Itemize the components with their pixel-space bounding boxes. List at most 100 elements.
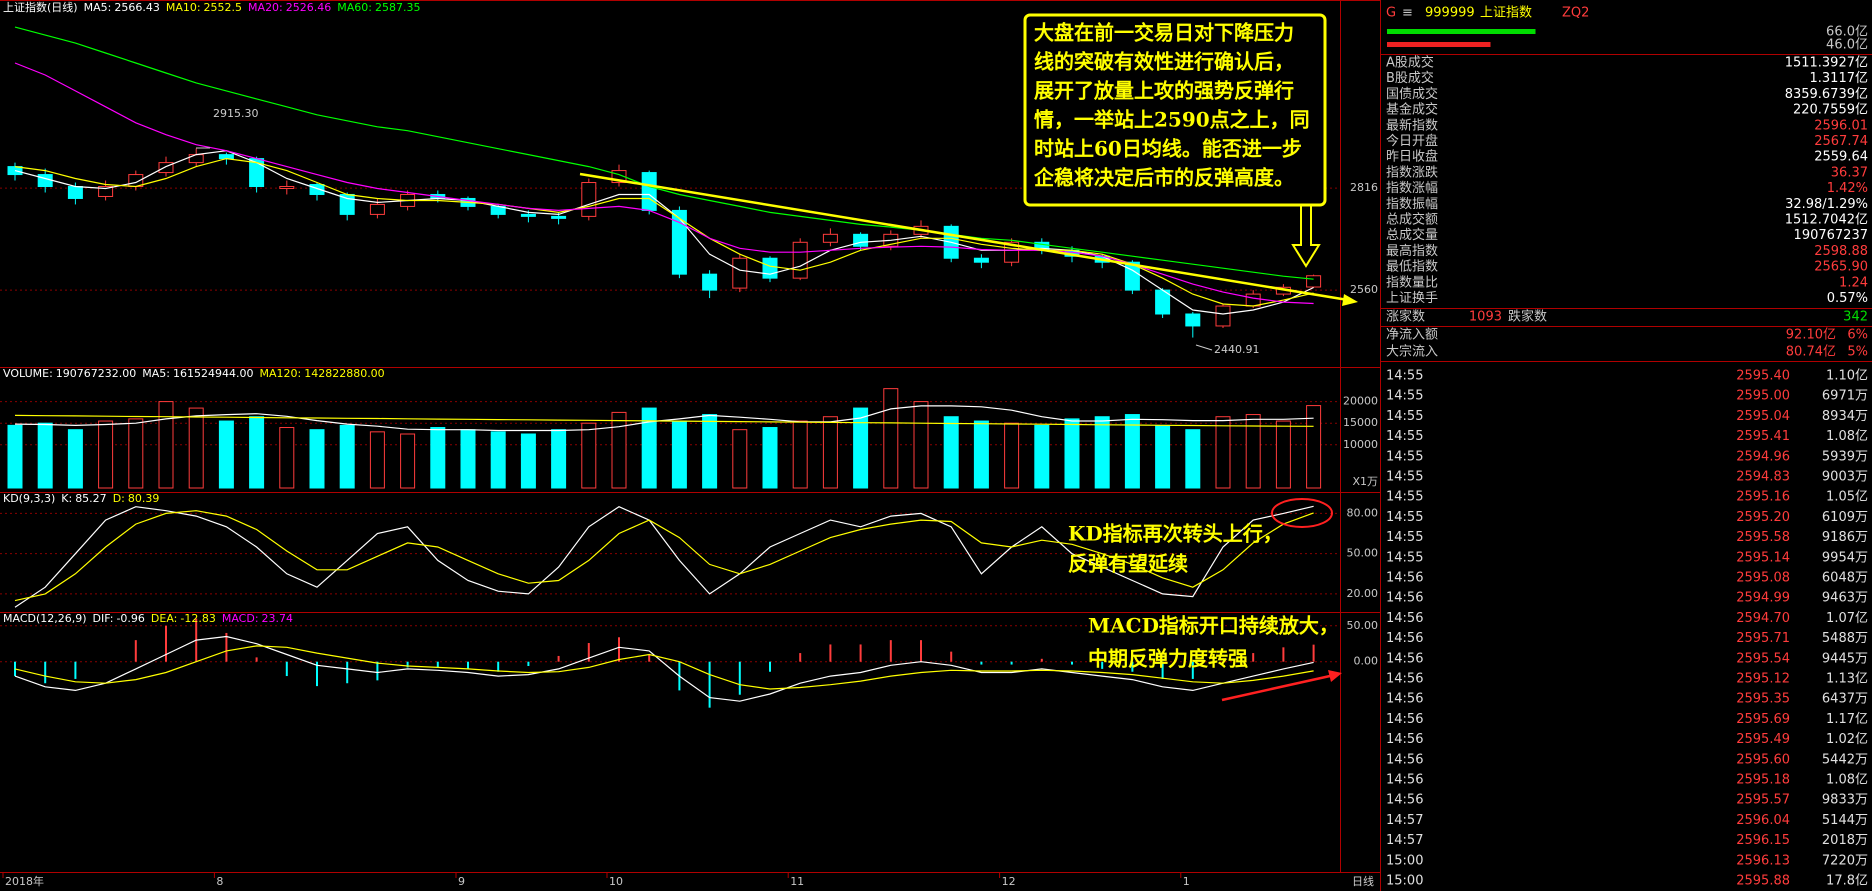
macd-arrow — [1221, 670, 1342, 702]
tick-time: 14:55 — [1386, 550, 1423, 565]
legend-item: DEA: — [151, 612, 177, 625]
stat-value: 190767237 — [1794, 228, 1868, 243]
volume-bar — [1245, 414, 1261, 489]
tick-time: 14:56 — [1386, 611, 1423, 626]
tick-price: 2595.88 — [1736, 874, 1790, 889]
stat-label: 上证换手 — [1386, 291, 1438, 306]
breadth-value: 1093 — [1469, 310, 1502, 325]
candle-body — [98, 186, 114, 197]
volume-bar — [973, 420, 989, 489]
candle-body — [520, 213, 536, 217]
stat-label: 基金成交 — [1386, 102, 1438, 118]
stat-value: 1.42% — [1827, 181, 1868, 196]
y-tick-label: 50.00 — [1347, 619, 1379, 632]
panel-header: 999999 — [1425, 6, 1475, 21]
tick-time: 14:56 — [1386, 591, 1423, 606]
tick-price: 2595.35 — [1736, 692, 1790, 707]
volume-bar — [1064, 418, 1080, 489]
tick-amount: 9003万 — [1822, 470, 1868, 485]
stat-value: 2559.64 — [1814, 150, 1868, 165]
breadth-value: 342 — [1843, 310, 1868, 325]
high-annotation: 2915.30 — [213, 107, 259, 120]
y-tick-label: 20.00 — [1347, 587, 1379, 600]
tick-time: 14:57 — [1386, 813, 1423, 828]
volume-bar — [1094, 416, 1110, 489]
volume-bar — [7, 424, 23, 489]
flow-bar — [1387, 42, 1491, 47]
panel-header: 上证指数 — [1480, 6, 1532, 21]
volume-bar — [460, 429, 476, 489]
flow-label: 净流入额 — [1386, 328, 1438, 343]
panel-header: ≡ — [1402, 6, 1413, 21]
indicator-line — [14, 26, 1314, 280]
legend-item: MA5: — [142, 367, 170, 380]
candle-body — [641, 172, 657, 211]
indicator-line — [14, 505, 1314, 608]
candle-body — [671, 209, 687, 275]
legend-item: MACD(12,26,9) — [3, 612, 87, 625]
legend-item: -0.96 — [116, 612, 144, 625]
tick-price: 2595.57 — [1736, 793, 1790, 808]
y-tick-label: 0.00 — [1354, 655, 1379, 668]
tick-time: 14:56 — [1386, 793, 1423, 808]
stat-label: 最低指数 — [1386, 260, 1438, 275]
tick-time: 14:55 — [1386, 389, 1423, 404]
stat-value: 2598.88 — [1814, 244, 1868, 259]
volume-bar — [732, 429, 748, 489]
candle-body — [188, 154, 204, 164]
tick-amount: 1.17亿 — [1826, 712, 1868, 727]
tick-time: 14:57 — [1386, 833, 1423, 848]
tick-time: 14:55 — [1386, 470, 1423, 485]
legend-item: 2587.35 — [375, 1, 421, 14]
flow-bar-label: 46.0亿 — [1826, 38, 1868, 53]
legend-item: VOLUME: — [3, 367, 53, 380]
stat-value: 1512.7042亿 — [1785, 213, 1868, 228]
flow-pct: 6% — [1847, 328, 1868, 343]
legend-item: 142822880.00 — [304, 367, 384, 380]
tick-amount: 9833万 — [1822, 793, 1868, 808]
candle-body — [37, 174, 53, 188]
volume-bar — [430, 427, 446, 489]
tick-amount: 1.02亿 — [1826, 732, 1868, 747]
tick-price: 2594.83 — [1736, 470, 1790, 485]
legend-item: KD(9,3,3) — [3, 492, 55, 505]
legend-item: 190767232.00 — [56, 367, 136, 380]
volume-bar — [822, 416, 838, 489]
indicator-line — [14, 635, 1314, 702]
legend-item: 2526.46 — [286, 1, 332, 14]
stat-value: 1511.3927亿 — [1785, 56, 1868, 71]
callout-line: 企稳将决定后市的反弹高度。 — [1033, 166, 1294, 190]
y-tick-label: 2816 — [1350, 181, 1378, 194]
volume-bar — [128, 418, 144, 489]
legend-item: K: — [61, 492, 72, 505]
tick-amount: 8934万 — [1822, 409, 1868, 424]
tick-amount: 1.05亿 — [1826, 490, 1868, 505]
tick-amount: 6109万 — [1822, 510, 1868, 525]
tick-time: 14:55 — [1386, 510, 1423, 525]
tick-amount: 9445万 — [1822, 651, 1868, 666]
tick-time: 14:56 — [1386, 651, 1423, 666]
stat-value: 8359.6739亿 — [1785, 87, 1868, 102]
candle-body — [762, 257, 778, 279]
volume-bar — [1275, 420, 1291, 489]
tick-price: 2594.70 — [1736, 611, 1790, 626]
legend-item: 23.74 — [262, 612, 294, 625]
tick-amount: 1.08亿 — [1826, 429, 1868, 444]
candle-body — [7, 166, 23, 176]
trend-line — [579, 172, 1358, 306]
stat-label: 昨日收盘 — [1386, 149, 1438, 165]
tick-price: 2595.18 — [1736, 773, 1790, 788]
volume-bar — [218, 420, 234, 489]
tick-time: 14:56 — [1386, 712, 1423, 727]
volume-bar — [279, 427, 295, 489]
volume-bar — [188, 407, 204, 489]
volume-bar — [158, 401, 174, 489]
tick-amount: 6437万 — [1822, 692, 1868, 707]
volume-bar — [37, 422, 53, 489]
tick-time: 15:00 — [1386, 853, 1423, 868]
stat-label: 最新指数 — [1386, 117, 1438, 133]
volume-bar — [249, 416, 265, 489]
kd-note: KD指标再次转头上行， — [1068, 522, 1283, 546]
flow-value: 80.74亿 — [1786, 345, 1836, 360]
